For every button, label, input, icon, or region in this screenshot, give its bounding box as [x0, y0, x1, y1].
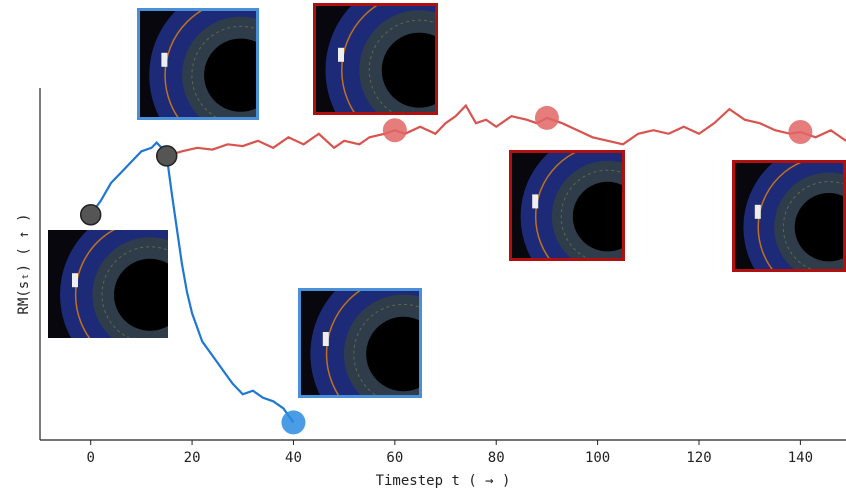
series-line [166, 103, 846, 157]
road-edge [341, 3, 383, 115]
ego-car [532, 194, 539, 209]
road-lane [101, 246, 168, 338]
state-marker [155, 145, 178, 167]
ego-car [338, 47, 344, 62]
state-marker [534, 105, 559, 130]
road-edge [325, 288, 366, 398]
ego-car [754, 204, 761, 219]
thumbnails [48, 3, 846, 398]
ego-car [322, 332, 329, 346]
road-lane [560, 169, 625, 261]
road-center [366, 316, 422, 392]
road-center [114, 258, 168, 331]
road-lane [191, 25, 259, 120]
thumbnail-border [509, 150, 625, 261]
x-tick-label: 60 [386, 450, 403, 466]
road-edge [757, 160, 810, 272]
thumbnail [298, 288, 422, 398]
x-tick-label: 100 [585, 450, 610, 466]
road-edge [534, 150, 583, 261]
thumbnail-border [137, 8, 259, 120]
x-tick-label: 80 [488, 450, 505, 466]
road-edge [164, 8, 208, 120]
thumbnail [509, 150, 625, 261]
ego-car [161, 52, 168, 67]
thumbnail [48, 230, 168, 338]
thumbnail-border [732, 160, 846, 272]
thumbnail [137, 8, 259, 120]
y-axis-label: RM(sₜ) ( ↑ ) [16, 213, 32, 314]
x-tick-label: 140 [788, 450, 813, 466]
state-marker [788, 120, 813, 144]
road-center [204, 38, 259, 112]
x-tick-label: 0 [86, 450, 94, 466]
thumbnail [732, 160, 846, 272]
thumbnail-border [313, 3, 438, 115]
road-edge [74, 230, 116, 338]
road-center [794, 193, 846, 262]
road-center [381, 32, 438, 108]
x-tick-label: 20 [184, 450, 201, 466]
state-marker [382, 118, 407, 143]
state-marker [281, 410, 306, 435]
thumbnail-border [298, 288, 422, 398]
road-lane [368, 19, 438, 115]
x-tick-label: 40 [285, 450, 302, 466]
road-center [572, 181, 625, 252]
thumbnail [313, 3, 438, 115]
series-line [89, 140, 295, 424]
state-marker [79, 203, 102, 226]
x-axis-label: Timestep t ( → ) [376, 473, 511, 489]
ego-car [72, 273, 78, 288]
x-tick-label: 120 [686, 450, 711, 466]
